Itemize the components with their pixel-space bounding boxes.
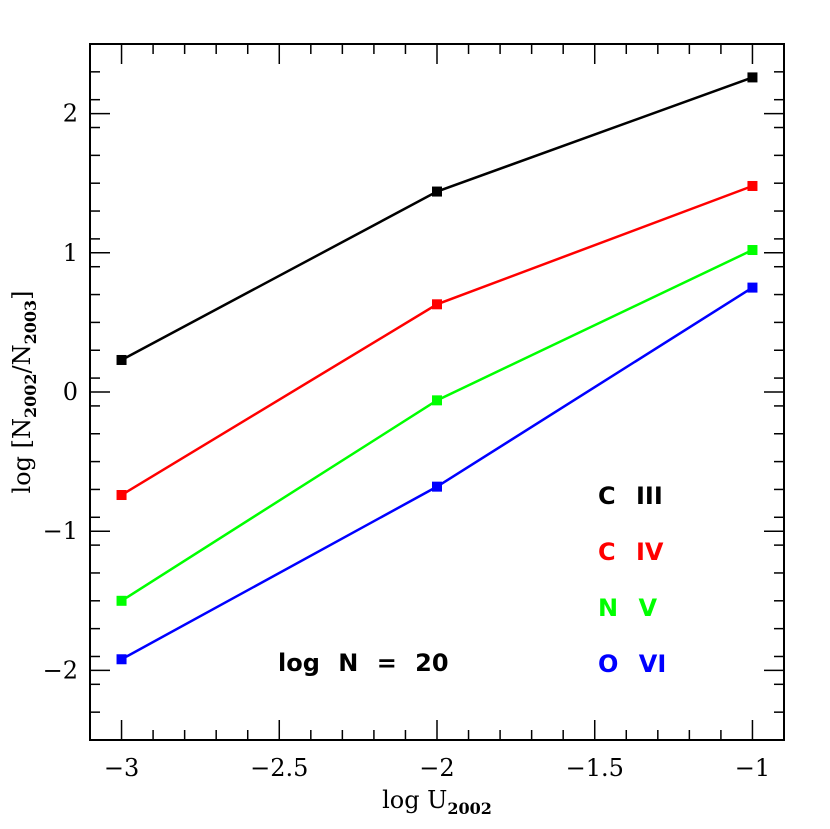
data-point bbox=[116, 654, 127, 665]
y-axis-label-suffix: ] bbox=[8, 290, 36, 299]
data-point bbox=[116, 490, 127, 501]
y-axis-label: log [N2002/N2003] bbox=[8, 290, 40, 493]
data-point bbox=[432, 395, 442, 406]
series-line bbox=[120, 286, 754, 661]
series-line bbox=[120, 76, 753, 362]
series-o-vi bbox=[116, 282, 758, 665]
data-point bbox=[116, 595, 127, 606]
legend: C III C IV N V O VI bbox=[598, 482, 666, 678]
y-tick-label: −2 bbox=[43, 656, 78, 684]
legend-entry: O VI bbox=[598, 650, 666, 678]
x-axis-label-main: log U bbox=[382, 786, 447, 814]
axis-ticks bbox=[89, 43, 785, 741]
legend-entry: N V bbox=[598, 594, 657, 622]
data-point bbox=[747, 72, 758, 83]
series-n-v bbox=[116, 245, 758, 606]
y-tick-label: −1 bbox=[43, 517, 78, 545]
legend-entry: C III bbox=[598, 482, 663, 510]
data-point bbox=[432, 186, 442, 197]
legend-entry: C IV bbox=[598, 538, 664, 566]
series-c-iv bbox=[116, 180, 758, 501]
y-tick-label: 0 bbox=[63, 378, 78, 406]
series-c-iii bbox=[116, 72, 758, 365]
x-tick-label: −1.5 bbox=[566, 754, 624, 782]
y-tick-label: 1 bbox=[63, 239, 78, 267]
data-point bbox=[116, 354, 127, 365]
tick-labels: −3 −2.5 −2 −1.5 −1 −2 −1 0 1 2 bbox=[43, 100, 771, 782]
x-axis-label-subscript: 2002 bbox=[447, 799, 492, 818]
data-point bbox=[747, 282, 758, 293]
annotation-log-n: log N = 20 bbox=[278, 649, 449, 677]
y-tick-label: 2 bbox=[63, 100, 78, 128]
series-layer bbox=[116, 72, 758, 665]
x-tick-label: −1 bbox=[735, 754, 770, 782]
x-tick-label: −2 bbox=[419, 754, 454, 782]
plot-frame bbox=[89, 43, 785, 741]
y-axis-label-mid: /N bbox=[8, 344, 36, 373]
x-tick-label: −2.5 bbox=[250, 754, 308, 782]
y-axis-label-sub2: 2003 bbox=[21, 300, 40, 345]
y-axis-label-sub1: 2002 bbox=[21, 373, 40, 418]
x-axis-label: log U2002 bbox=[382, 786, 492, 818]
y-axis-label-prefix: log [N bbox=[8, 418, 36, 493]
data-point bbox=[432, 481, 442, 492]
data-point bbox=[747, 245, 758, 256]
x-tick-label: −3 bbox=[104, 754, 139, 782]
data-point bbox=[747, 180, 758, 191]
series-line bbox=[120, 184, 753, 497]
data-point bbox=[432, 299, 442, 310]
